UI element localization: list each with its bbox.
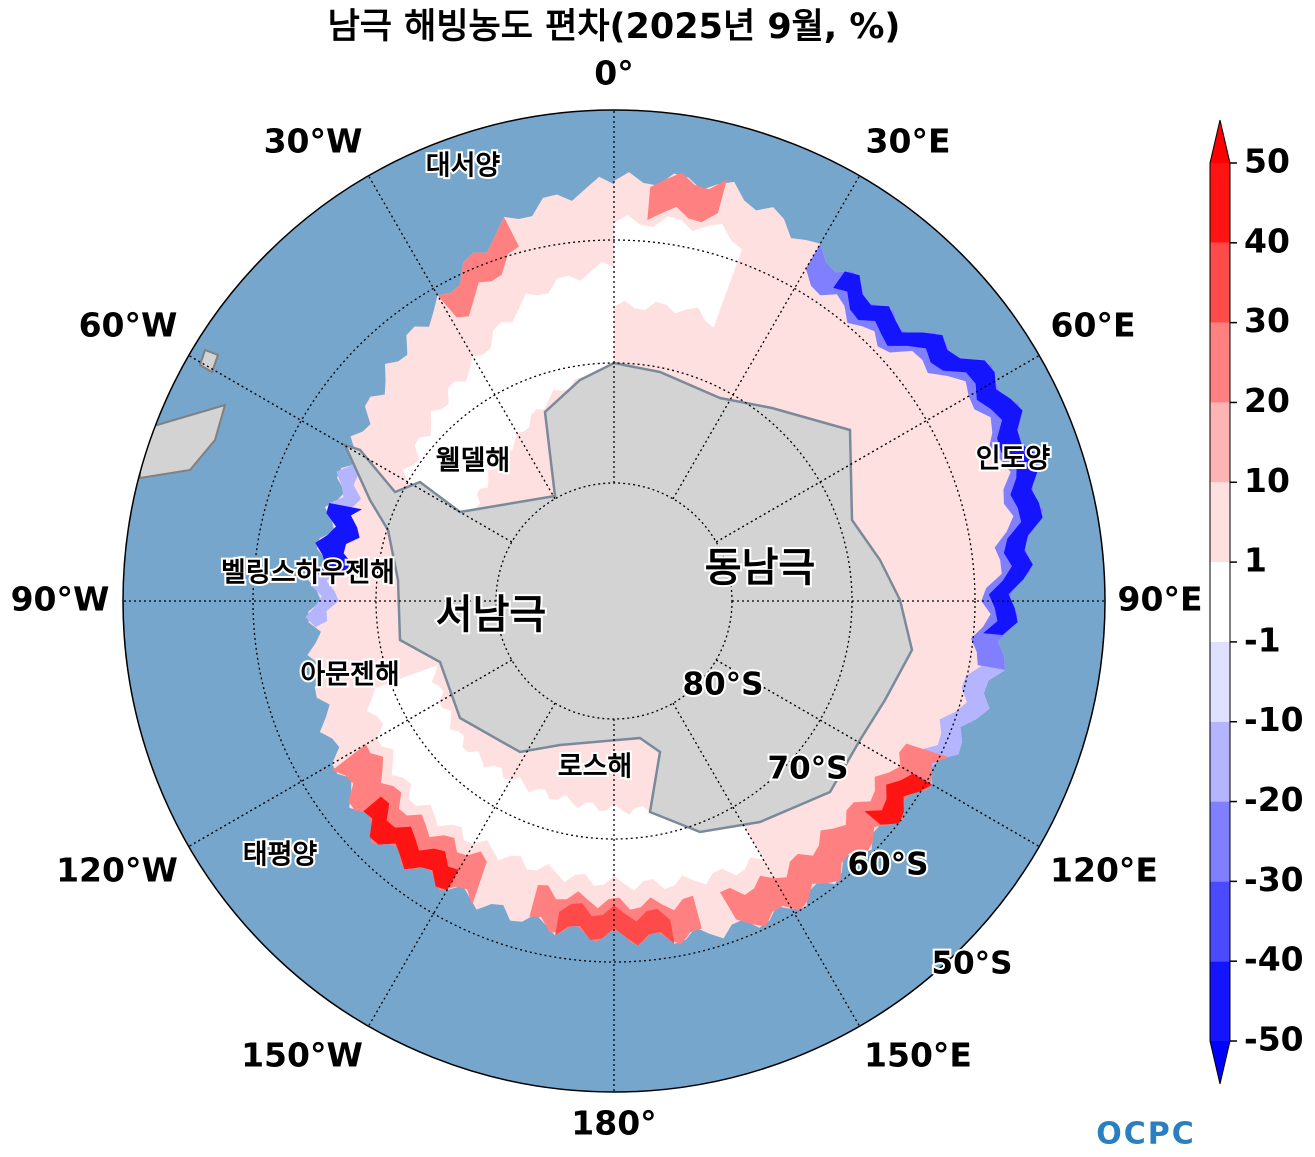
colorbar-tick-label: -50	[1244, 1020, 1304, 1059]
ice-anomaly	[805, 243, 1044, 670]
ice-anomaly	[555, 903, 675, 946]
ice-anomaly	[305, 459, 372, 628]
meridian	[672, 175, 861, 500]
colorbar-tick-label: 40	[1244, 221, 1290, 260]
colorbar-extend-max	[1210, 120, 1230, 163]
colorbar-extend-min	[1210, 1041, 1230, 1084]
latitude-label: 60°S	[848, 847, 929, 883]
meridian	[672, 702, 861, 1027]
region-label: 인도양	[976, 444, 1051, 475]
region-label: 서남극	[436, 592, 546, 638]
colorbar-band	[1210, 242, 1230, 323]
longitude-label: 120°E	[1050, 851, 1158, 890]
colorbar-tick-label: -1	[1244, 620, 1281, 659]
colorbar-band	[1210, 881, 1230, 962]
longitude-label: 0°	[594, 54, 633, 93]
colorbar-band	[1210, 961, 1230, 1041]
map-border	[122, 109, 1106, 1093]
longitude-label: 30°E	[866, 122, 951, 161]
colorbar-band	[1210, 163, 1230, 243]
latitude-label: 50°S	[932, 946, 1013, 982]
colorbar-tick-label: -20	[1244, 780, 1304, 819]
colorbar-tick-label: 50	[1244, 142, 1290, 181]
colorbar-tick-label: -40	[1244, 940, 1304, 979]
colorbar-tick-label: 10	[1244, 461, 1290, 500]
colorbar-tick-label: -30	[1244, 860, 1304, 899]
ice-white	[614, 215, 742, 328]
longitude-label: 150°W	[241, 1036, 363, 1075]
longitude-label: 180°	[571, 1104, 656, 1143]
region-label: 대서양	[426, 151, 501, 182]
colorbar-band	[1210, 801, 1230, 882]
colorbar-band	[1210, 402, 1230, 483]
latitude-label: 70°S	[768, 751, 849, 787]
meridian	[715, 659, 1040, 848]
map-title: 남극 해빙농도 편차(2025년 9월, %)	[328, 7, 901, 47]
region-label: 로스해	[558, 752, 633, 783]
longitude-label: 60°E	[1051, 306, 1136, 345]
meridian	[367, 175, 556, 500]
longitude-label: 150°E	[864, 1036, 972, 1075]
graticule	[123, 110, 1105, 1092]
colorbar-tick-label: 20	[1244, 381, 1290, 420]
region-label: 아문젠해	[300, 660, 399, 691]
ice-anomaly	[647, 172, 727, 223]
longitude-label: 90°W	[11, 580, 110, 619]
longitude-label: 90°E	[1118, 580, 1203, 619]
ice-anomaly	[864, 773, 933, 825]
colorbar-band	[1210, 562, 1230, 642]
colorbar-band	[1210, 641, 1230, 722]
ice-anomaly	[833, 271, 1043, 635]
ice-white	[403, 261, 614, 519]
colorbar: -50 -40 -30 -20 -10 -1 1 10 20 30 40 50	[1209, 119, 1304, 1085]
meridian	[715, 354, 1040, 543]
latitude-label: 80°S	[683, 667, 764, 703]
latitude-circle	[252, 239, 976, 963]
ice-white	[366, 665, 764, 891]
region-label: 웰델해	[436, 446, 511, 477]
antarctica	[342, 361, 914, 834]
longitude-label: 30°W	[264, 122, 363, 161]
land	[139, 348, 914, 834]
colorbar-tick-label: 30	[1244, 301, 1290, 340]
colorbar-tick-label: 1	[1244, 541, 1267, 580]
ice-anomaly	[363, 796, 459, 891]
colorbar-band	[1210, 322, 1230, 403]
colorbar-tick-label: -10	[1244, 700, 1304, 739]
colorbar-band	[1210, 721, 1230, 802]
region-label: 동남극	[705, 545, 815, 591]
region-label: 벨링스하우젠해	[221, 558, 395, 589]
region-label: 태평양	[243, 840, 318, 871]
ice-anomaly	[311, 502, 362, 575]
meridian	[188, 659, 513, 848]
colorbar-band	[1210, 482, 1230, 563]
longitude-label: 120°W	[56, 851, 178, 890]
ice-anomaly	[332, 744, 487, 906]
longitude-label: 60°W	[79, 306, 178, 345]
logo: OCPC	[1096, 1117, 1196, 1152]
meridian	[188, 354, 513, 543]
meridian	[367, 702, 556, 1027]
